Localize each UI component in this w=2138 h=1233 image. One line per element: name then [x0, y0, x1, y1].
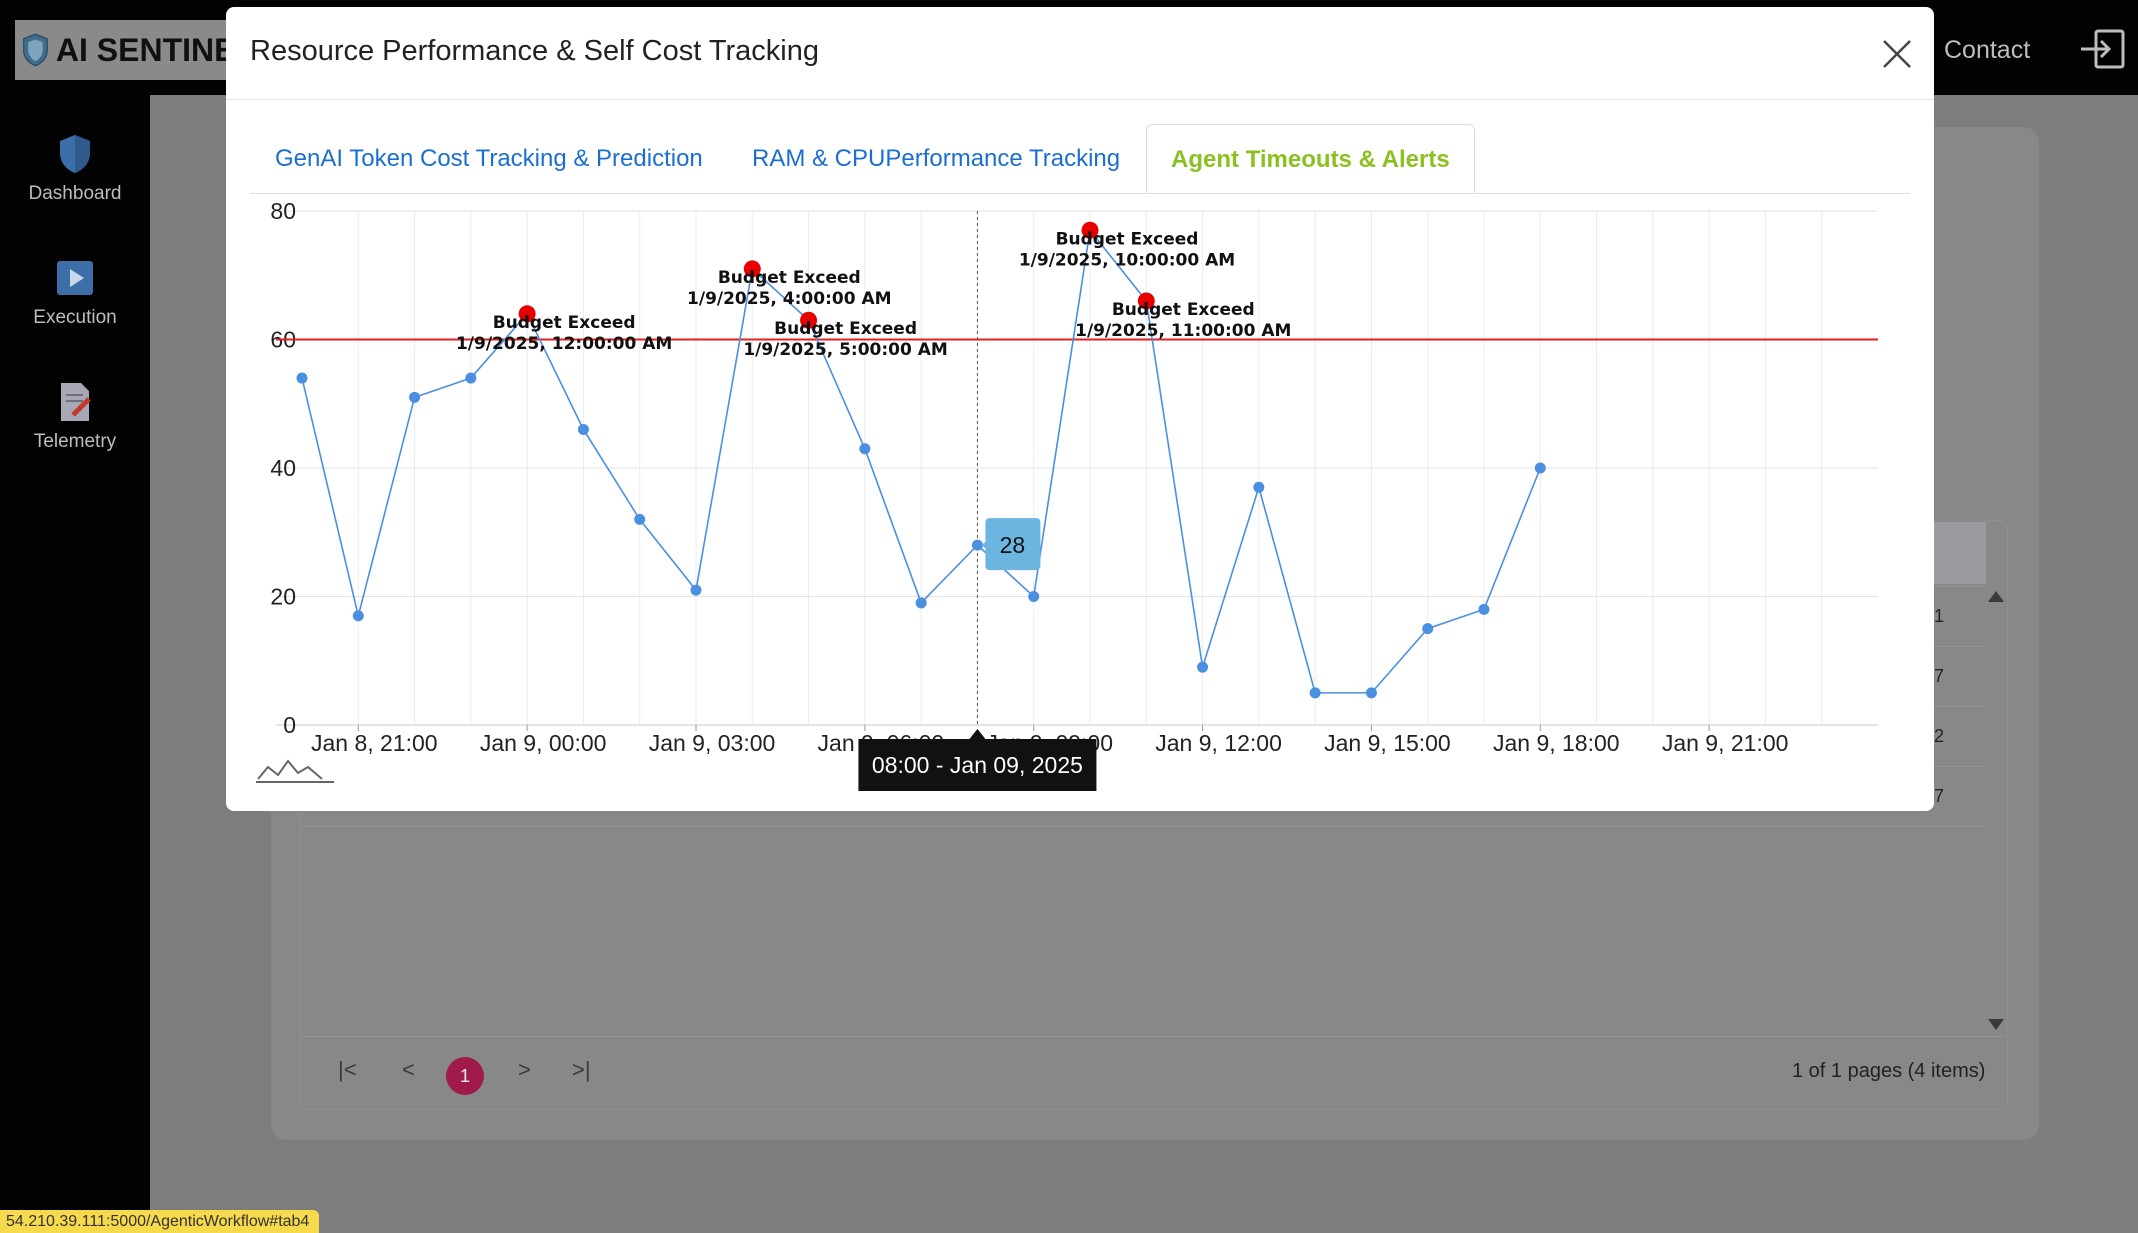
alert-label: Budget Exceed: [774, 319, 917, 339]
data-point: [1028, 591, 1040, 602]
chart-type-icon[interactable]: [256, 759, 334, 783]
x-tick-label: Jan 9, 15:00: [1324, 730, 1451, 756]
tab-genai-token-cost[interactable]: GenAI Token Cost Tracking & Prediction: [275, 145, 703, 172]
logout-icon[interactable]: [2078, 28, 2126, 70]
alert-time: 1/9/2025, 4:00:00 AM: [687, 289, 892, 309]
tooltip-value: 28: [1000, 532, 1026, 558]
page-info: 1 of 1 pages (4 items): [1792, 1060, 1986, 1082]
alert-time: 1/9/2025, 10:00:00 AM: [1019, 250, 1235, 270]
alert-label: Budget Exceed: [1056, 229, 1199, 249]
prev-page-button[interactable]: <: [402, 1057, 415, 1082]
x-tick-label: Jan 9, 00:00: [480, 730, 607, 756]
tooltip-box: [985, 518, 1041, 571]
x-tick-label: Jan 9, 18:00: [1493, 730, 1620, 756]
play-icon: [57, 261, 93, 295]
data-point: [859, 443, 871, 455]
scroll-down-arrow-icon[interactable]: [1988, 1019, 2004, 1030]
scroll-up-arrow-icon[interactable]: [1988, 591, 2004, 602]
data-point: [1478, 603, 1490, 615]
data-point: [577, 423, 589, 435]
data-point: [1253, 481, 1265, 493]
app-logo[interactable]: AI SENTINEL: [15, 20, 255, 80]
alert-label: Budget Exceed: [1112, 300, 1255, 320]
y-tick-label: 80: [270, 198, 296, 224]
data-point: [915, 597, 927, 609]
alert-marker: [800, 311, 818, 329]
table-footer-divider: [302, 1036, 2006, 1037]
crosshair-label: 08:00 - Jan 09, 2025: [872, 752, 1083, 778]
status-url: 54.210.39.111:5000/AgenticWorkflow#tab4: [0, 1210, 320, 1233]
crosshair-label-box: [858, 739, 1097, 791]
data-point: [1309, 687, 1321, 699]
contact-link[interactable]: Contact: [1944, 36, 2031, 64]
data-point: [1422, 623, 1434, 635]
sidebar-item-telemetry[interactable]: Telemetry: [0, 381, 150, 453]
first-page-button[interactable]: |<: [338, 1057, 357, 1082]
data-point: [690, 584, 702, 596]
modal-header-divider: [226, 99, 1934, 100]
last-page-button[interactable]: >|: [572, 1057, 591, 1082]
close-icon[interactable]: [1880, 37, 1914, 71]
sidebar-item-execution[interactable]: Execution: [0, 257, 150, 329]
tab-ram-cpu-performance[interactable]: RAM & CPUPerformance Tracking: [752, 145, 1121, 172]
modal-title: Resource Performance & Self Cost Trackin…: [250, 35, 819, 67]
page-1-button[interactable]: 1: [446, 1057, 484, 1095]
y-tick-label: 40: [270, 455, 296, 481]
table-cell: 2: [1934, 726, 1945, 746]
table-cell: 7: [1934, 666, 1945, 686]
sidebar-label-execution: Execution: [33, 307, 117, 328]
sidebar-label-telemetry: Telemetry: [33, 431, 117, 452]
data-point: [296, 372, 308, 384]
document-edit-icon: [61, 383, 91, 421]
y-tick-label: 0: [283, 712, 296, 738]
x-tick-label: Jan 9, 12:00: [1155, 730, 1282, 756]
shield-logo-icon: [22, 33, 48, 67]
alert-time: 1/9/2025, 11:00:00 AM: [1075, 321, 1291, 341]
table-row-divider: [302, 826, 1986, 827]
data-point: [409, 391, 421, 403]
alert-marker: [1137, 292, 1155, 310]
next-page-button[interactable]: >: [518, 1057, 531, 1082]
alert-time: 1/9/2025, 12:00:00 AM: [456, 334, 672, 354]
alert-marker: [518, 305, 536, 323]
table-cell: 1: [1934, 606, 1945, 626]
tabs-underline: [250, 193, 1910, 194]
data-point: [465, 372, 477, 384]
sidebar: Dashboard Execution Telemetry: [0, 95, 150, 1233]
x-tick-label: Jan 8, 21:00: [311, 730, 438, 756]
y-tick-label: 20: [270, 584, 296, 610]
sidebar-item-dashboard[interactable]: Dashboard: [0, 133, 150, 205]
x-tick-label: Jan 9, 21:00: [1662, 730, 1789, 756]
shield-icon: [60, 135, 90, 173]
alert-marker: [1081, 221, 1099, 239]
sidebar-label-dashboard: Dashboard: [28, 183, 122, 204]
modal-dialog: Resource Performance & Self Cost Trackin…: [226, 7, 1934, 811]
alert-label: Budget Exceed: [493, 313, 636, 333]
data-point: [352, 610, 364, 622]
data-point: [1197, 661, 1209, 673]
crosshair-label-pointer: [969, 729, 986, 739]
x-tick-label: Jan 9, 03:00: [649, 730, 776, 756]
data-point: [634, 513, 646, 525]
data-point: [1534, 462, 1546, 474]
data-point: [971, 539, 983, 551]
alert-time: 1/9/2025, 5:00:00 AM: [743, 340, 948, 360]
alert-marker: [743, 260, 761, 278]
app-title: AI SENTINEL: [55, 31, 255, 68]
alert-label: Budget Exceed: [718, 268, 861, 288]
table-cell: 7: [1934, 786, 1945, 806]
data-point: [1365, 687, 1377, 699]
